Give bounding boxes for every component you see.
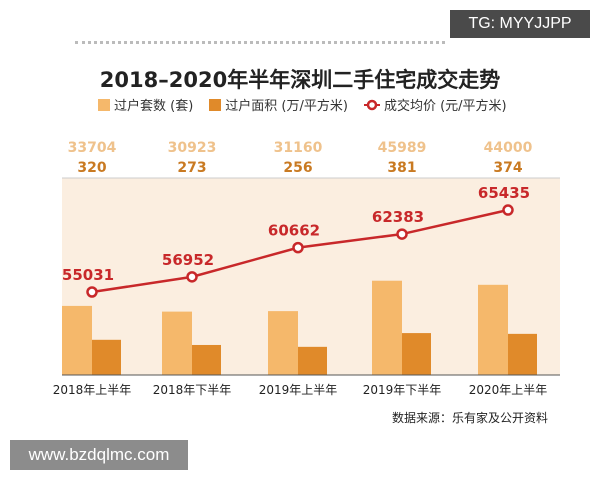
bar-count bbox=[268, 311, 298, 375]
bar-count bbox=[478, 284, 508, 375]
legend-area: 过户面积 (万/平方米) bbox=[209, 95, 348, 114]
bar-area bbox=[192, 344, 221, 375]
source-note: 数据来源：乐有家及公开资料 bbox=[392, 410, 548, 425]
bar-count bbox=[372, 280, 402, 375]
divider bbox=[75, 41, 445, 44]
website-watermark: www.bzdqlmc.com bbox=[10, 440, 188, 470]
x-tick-label: 2018年上半年 bbox=[53, 383, 132, 397]
bar-area bbox=[508, 333, 537, 375]
legend-count: 过户套数 (套) bbox=[98, 95, 193, 114]
count-label: 31160 bbox=[274, 140, 323, 156]
x-tick-label: 2019年上半年 bbox=[259, 383, 338, 397]
legend-label: 成交均价 (元/平方米) bbox=[383, 99, 507, 114]
chart-title: 2018–2020年半年深圳二手住宅成交走势 bbox=[99, 68, 501, 92]
bar-area bbox=[92, 339, 121, 375]
watermark: TG: MYYJJPP bbox=[450, 10, 590, 38]
count-label: 30923 bbox=[168, 140, 217, 156]
area-label: 256 bbox=[283, 160, 312, 176]
area-label: 273 bbox=[177, 160, 206, 176]
legend-line-marker-icon bbox=[363, 99, 380, 110]
legend-label: 过户套数 (套) bbox=[114, 99, 194, 114]
price-point bbox=[86, 286, 98, 298]
legend-price: 成交均价 (元/平方米) bbox=[363, 95, 507, 114]
legend-swatch-count bbox=[98, 98, 110, 111]
plot-area bbox=[62, 178, 560, 375]
legend: 过户套数 (套) 过户面积 (万/平方米) 成交均价 (元/平方米) bbox=[98, 95, 507, 114]
price-point bbox=[396, 228, 408, 240]
x-tick-label: 2020年上半年 bbox=[469, 383, 548, 397]
price-label: 55031 bbox=[62, 266, 114, 284]
price-point bbox=[186, 271, 198, 283]
price-point bbox=[292, 241, 304, 254]
price-label: 56952 bbox=[162, 251, 214, 269]
bar-count bbox=[62, 305, 92, 375]
count-label: 33704 bbox=[68, 140, 117, 156]
bar-area bbox=[402, 333, 431, 375]
area-label: 374 bbox=[493, 160, 522, 176]
x-tick-label: 2018年下半年 bbox=[153, 383, 232, 397]
legend-label: 过户面积 (万/平方米) bbox=[225, 99, 348, 114]
price-point bbox=[502, 204, 514, 216]
legend-swatch-area bbox=[209, 98, 222, 111]
x-tick-label: 2019年下半年 bbox=[363, 383, 442, 397]
chart: 33704 320 2018年上半年 30923 273 2018年下半年 31160 256… bbox=[53, 140, 560, 425]
count-label: 45989 bbox=[378, 140, 427, 156]
price-label: 65435 bbox=[478, 184, 530, 202]
price-label: 60662 bbox=[268, 222, 320, 240]
area-label: 320 bbox=[77, 160, 106, 176]
bar-count bbox=[162, 311, 192, 375]
bar-area bbox=[298, 346, 327, 375]
area-label: 381 bbox=[387, 160, 416, 176]
price-label: 62383 bbox=[372, 208, 424, 226]
count-label: 44000 bbox=[484, 140, 533, 156]
